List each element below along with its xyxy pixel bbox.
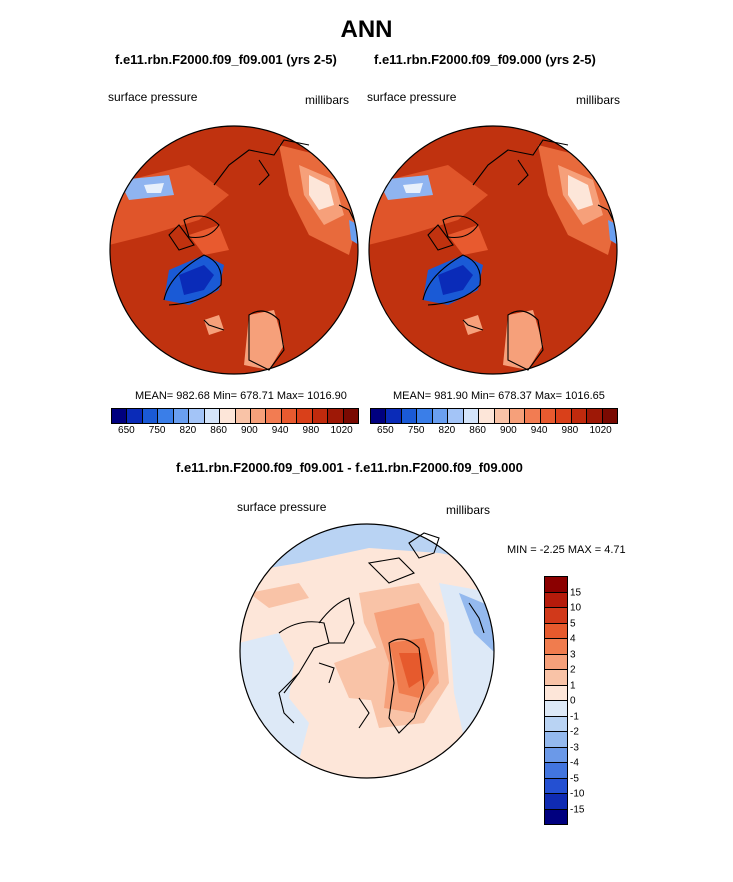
colorbar-tick-label: 980 — [561, 425, 579, 436]
colorbar-tick-label: 10 — [570, 602, 582, 614]
main-title: ANN — [340, 16, 393, 43]
colorbar-tick-label: 820 — [438, 425, 456, 436]
colorbar-box — [463, 409, 480, 423]
colorbar-tick-label: -3 — [570, 742, 579, 753]
colorbar-box — [545, 747, 567, 763]
left-colorbar — [111, 408, 359, 424]
colorbar-box — [545, 685, 567, 701]
colorbar-box — [448, 409, 464, 423]
colorbar-box — [142, 409, 159, 423]
colorbar-tick-label: 860 — [469, 425, 486, 436]
diff-units-label: millibars — [446, 503, 491, 517]
colorbar-box — [545, 623, 567, 639]
left-stats: MEAN= 982.68 Min= 678.71 Max= 1016.90 — [135, 390, 347, 402]
diff-stats: MIN = -2.25 MAX = 4.71 — [507, 544, 626, 556]
colorbar-tick-label: 1020 — [330, 425, 353, 436]
colorbar-tick-label: 980 — [302, 425, 320, 436]
colorbar-box — [509, 409, 526, 423]
colorbar-tick-label: 1020 — [589, 425, 612, 436]
diff-panel-title: f.e11.rbn.F2000.f09_f09.001 - f.e11.rbn.… — [176, 460, 523, 475]
colorbar-box — [545, 670, 567, 686]
colorbar-box — [571, 409, 588, 423]
colorbar-box — [173, 409, 190, 423]
colorbar-box — [204, 409, 221, 423]
colorbar-box — [545, 716, 567, 732]
colorbar-box — [189, 409, 205, 423]
colorbar-box — [545, 639, 567, 655]
colorbar-tick-label: 1 — [570, 680, 576, 691]
colorbar-tick-label: 15 — [570, 587, 582, 598]
diff-variable-label: surface pressure — [237, 500, 327, 514]
right-units-label: millibars — [576, 93, 621, 107]
colorbar-box — [479, 409, 495, 423]
left-polar-map — [109, 125, 359, 375]
colorbar-box — [556, 409, 572, 423]
colorbar-tick-label: 750 — [407, 425, 425, 436]
colorbar-box — [158, 409, 174, 423]
colorbar-tick-label: 940 — [271, 425, 289, 436]
right-stats: MEAN= 981.90 Min= 678.37 Max= 1016.65 — [393, 390, 605, 402]
colorbar-box — [297, 409, 313, 423]
diff-colorbar — [544, 576, 568, 825]
colorbar-box — [432, 409, 449, 423]
left-panel-title: f.e11.rbn.F2000.f09_f09.001 (yrs 2-5) — [115, 52, 337, 67]
colorbar-tick-label: 650 — [118, 425, 135, 436]
colorbar-box — [235, 409, 251, 423]
colorbar-box — [587, 409, 603, 423]
colorbar-box — [371, 409, 387, 423]
colorbar-box — [545, 732, 567, 748]
colorbar-box — [312, 409, 329, 423]
colorbar-box — [417, 409, 433, 423]
colorbar-box — [545, 794, 567, 810]
colorbar-tick-label: -1 — [570, 711, 579, 722]
colorbar-tick-label: 4 — [570, 633, 576, 645]
right-panel-title: f.e11.rbn.F2000.f09_f09.000 (yrs 2-5) — [374, 52, 596, 67]
colorbar-tick-label: 5 — [570, 618, 576, 629]
right-variable-label: surface pressure — [367, 90, 457, 104]
right-colorbar — [370, 408, 618, 424]
colorbar-box — [112, 409, 128, 423]
colorbar-tick-label: -10 — [570, 788, 585, 800]
colorbar-box — [328, 409, 344, 423]
colorbar-box — [545, 592, 567, 608]
colorbar-box — [250, 409, 267, 423]
colorbar-box — [545, 778, 567, 794]
colorbar-box — [494, 409, 510, 423]
colorbar-box — [545, 608, 567, 624]
colorbar-tick-label: 900 — [500, 425, 517, 436]
colorbar-box — [540, 409, 557, 423]
colorbar-tick-label: 0 — [570, 695, 576, 707]
colorbar-box — [545, 654, 567, 670]
colorbar-tick-label: 940 — [530, 425, 548, 436]
right-polar-map — [368, 125, 618, 375]
colorbar-box — [525, 409, 541, 423]
colorbar-box — [127, 409, 143, 423]
colorbar-tick-label: -2 — [570, 726, 579, 738]
colorbar-tick-label: -5 — [570, 773, 579, 784]
colorbar-tick-label: 750 — [148, 425, 166, 436]
colorbar-tick-label: -4 — [570, 757, 579, 769]
colorbar-box — [401, 409, 418, 423]
colorbar-box — [545, 763, 567, 779]
colorbar-box — [266, 409, 282, 423]
colorbar-tick-label: 860 — [210, 425, 227, 436]
colorbar-box — [220, 409, 236, 423]
left-variable-label: surface pressure — [108, 90, 198, 104]
colorbar-tick-label: 900 — [241, 425, 258, 436]
colorbar-tick-label: 650 — [377, 425, 394, 436]
colorbar-tick-label: 3 — [570, 649, 576, 660]
colorbar-box — [545, 577, 567, 593]
colorbar-tick-label: 2 — [570, 664, 576, 676]
colorbar-box — [386, 409, 402, 423]
colorbar-box — [545, 701, 567, 717]
left-units-label: millibars — [305, 93, 350, 107]
colorbar-box — [343, 409, 358, 423]
colorbar-box — [281, 409, 298, 423]
colorbar-box — [602, 409, 617, 423]
diff-polar-map — [239, 523, 495, 779]
colorbar-box — [545, 809, 567, 824]
colorbar-tick-label: -15 — [570, 804, 585, 815]
colorbar-tick-label: 820 — [179, 425, 197, 436]
